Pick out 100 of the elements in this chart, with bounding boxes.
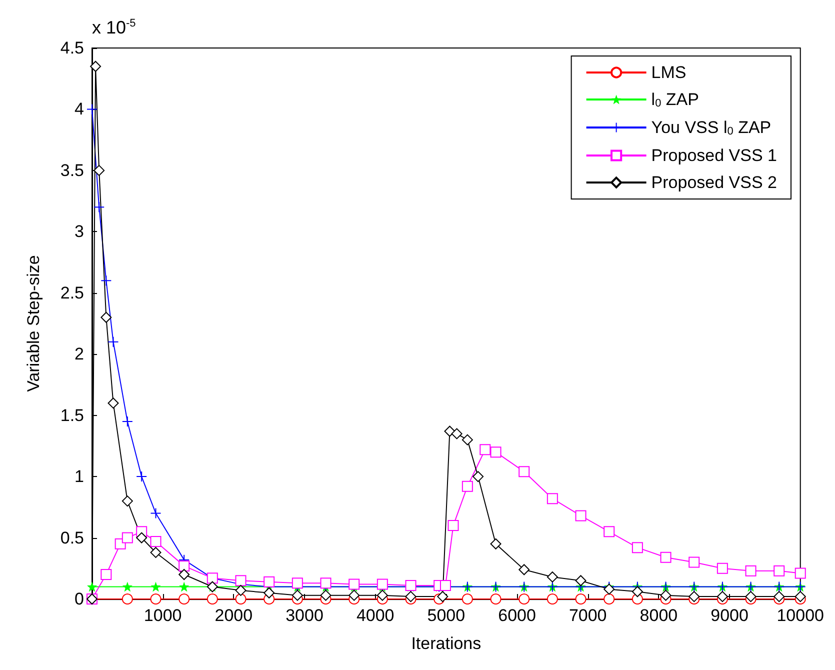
point	[206, 594, 218, 604]
point	[405, 591, 416, 602]
x-tick-label: 6000	[498, 606, 536, 625]
point	[101, 276, 112, 286]
point	[122, 496, 133, 507]
point	[178, 569, 190, 580]
point	[444, 426, 456, 437]
y-tick-label: 0	[74, 590, 84, 608]
point	[660, 552, 672, 563]
point	[546, 594, 558, 604]
point	[94, 202, 104, 212]
point	[235, 594, 246, 604]
point	[179, 582, 190, 592]
point	[122, 532, 133, 544]
point	[108, 398, 119, 409]
point	[774, 591, 785, 602]
x-tick-label: 4000	[356, 606, 394, 625]
point	[292, 578, 303, 589]
y-tick-label: 4	[74, 100, 84, 119]
point	[745, 591, 756, 602]
point	[320, 590, 332, 601]
x-tick-label: 9000	[710, 606, 748, 625]
point	[575, 594, 586, 604]
x-tick-label: 8000	[640, 606, 678, 625]
x-tick-label: 3000	[286, 606, 324, 625]
point	[632, 586, 643, 598]
point	[440, 580, 451, 592]
point	[660, 590, 672, 601]
point	[178, 594, 190, 604]
y-tick-label: 1.5	[60, 406, 84, 425]
x-tick-label: 7000	[568, 606, 607, 625]
y-tick-label: 2	[74, 344, 84, 364]
point	[604, 594, 615, 604]
point	[264, 576, 275, 588]
point	[575, 510, 586, 522]
point	[632, 542, 643, 554]
legend-label: Proposed VSS 2	[651, 173, 778, 192]
y-tick-label: 3	[74, 222, 84, 242]
point	[235, 575, 246, 586]
point	[136, 472, 147, 482]
point	[462, 434, 473, 446]
point	[794, 591, 806, 602]
y-tick-label: 0.5	[60, 528, 84, 548]
point	[716, 562, 728, 574]
point	[94, 164, 105, 176]
point	[451, 428, 462, 440]
point	[518, 564, 530, 576]
point	[90, 60, 102, 72]
point	[87, 104, 97, 114]
point	[122, 416, 132, 426]
point	[745, 565, 756, 576]
x-tick-label: 2000	[214, 606, 253, 625]
point	[490, 594, 502, 604]
point	[716, 591, 728, 602]
point	[518, 466, 530, 478]
y-tick-label: 2.5	[60, 283, 84, 302]
point	[100, 569, 112, 580]
point	[490, 446, 502, 458]
point	[122, 594, 133, 604]
point	[264, 587, 275, 598]
point	[462, 594, 473, 604]
point	[87, 582, 97, 592]
point	[794, 568, 806, 579]
point	[604, 526, 615, 538]
y-tick-label: 4.5	[60, 38, 84, 58]
point	[320, 578, 332, 589]
point	[150, 508, 161, 518]
y-tick-label: 1	[74, 467, 84, 486]
point	[546, 571, 558, 582]
y-axis-title: Variable Step-size	[24, 255, 43, 392]
point	[774, 565, 785, 576]
point	[108, 336, 118, 347]
x-tick-label: 10000	[776, 606, 824, 625]
point	[178, 560, 190, 572]
point	[150, 594, 162, 604]
point	[348, 590, 360, 601]
legend-label: LMS	[651, 63, 686, 82]
point	[462, 480, 473, 492]
point	[448, 520, 459, 532]
point	[688, 556, 700, 568]
point	[575, 575, 586, 586]
point	[376, 590, 388, 601]
point	[688, 591, 700, 602]
point	[490, 538, 502, 550]
x-axis-title: Iterations	[411, 634, 482, 653]
point	[518, 594, 530, 604]
point	[136, 532, 148, 544]
point	[604, 584, 615, 595]
y-tick-label: 3.5	[60, 160, 84, 180]
point	[150, 546, 162, 558]
point	[437, 591, 448, 602]
point	[235, 584, 246, 596]
point	[546, 493, 558, 504]
x-tick-label: 1000	[144, 606, 182, 625]
legend-label: Proposed VSS 1	[651, 146, 778, 165]
point	[100, 312, 112, 323]
point	[150, 582, 161, 592]
point	[122, 582, 132, 592]
point	[480, 444, 491, 456]
point	[472, 471, 484, 482]
